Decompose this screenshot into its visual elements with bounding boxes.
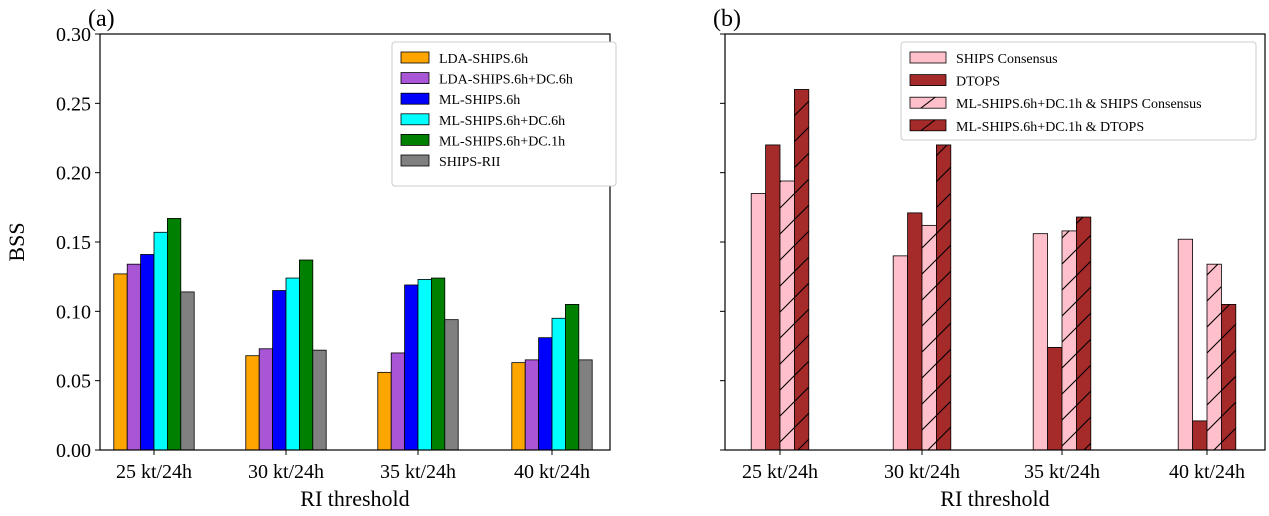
legend-hatch [920,119,936,132]
bar [524,359,540,451]
bar [166,218,182,451]
legend-swatch [400,113,430,126]
bar [750,193,767,451]
y-tick-label: 0.25 [56,93,91,115]
bar [285,277,300,451]
bar [430,277,446,451]
bar [377,371,392,451]
bar [417,279,432,451]
bar-hatch [780,180,795,450]
bar-hatch [1076,217,1091,450]
bar-hatch [794,89,809,450]
legend-swatch [400,51,430,64]
legend-swatch [400,154,430,167]
y-tick-label: 0.10 [56,301,91,323]
legend-label: LDA-SHIPS.6h [439,52,528,67]
legend-label: LDA-SHIPS.6h+DC.6h [439,73,573,88]
bar [298,259,314,451]
bar [907,212,923,451]
y-axis-title: BSS [4,222,29,261]
bar [245,355,260,451]
legend-label: DTOPS [956,75,1000,90]
y-tick-label: 0.20 [56,163,91,185]
legend-label: SHIPS-RII [439,155,501,170]
panel-label: (a) [88,6,115,32]
x-tick-label: 40 kt/24h [514,461,590,483]
y-tick-label: 0.30 [56,24,91,46]
x-tick-label: 30 kt/24h [884,461,960,483]
bar [892,255,909,451]
legend-label: ML-SHIPS.6h+DC.1h & SHIPS Consensus [956,97,1202,112]
bar [153,231,168,451]
bar [1032,233,1048,451]
bar-hatch [1207,264,1222,450]
bar-hatch [1062,230,1077,450]
bar [538,337,553,451]
x-tick-label: 40 kt/24h [1169,461,1245,483]
bar [765,144,781,451]
y-tick-label: 0.05 [56,371,91,393]
bar [444,319,459,451]
bar [180,291,195,451]
x-axis-title: RI threshold [940,486,1049,511]
x-tick-label: 30 kt/24h [248,461,324,483]
panel-a-chart: 0.00 0.05 0.10 0.15 0.20 0.25 0.30 25 kt/24h 30 … [4,6,617,511]
legend-hatch [920,96,936,109]
legend-label: ML-SHIPS.6h [439,93,520,108]
legend-label: ML-SHIPS.6h+DC.6h [439,114,565,129]
legend-swatch [400,92,430,105]
bar-hatch [922,225,937,450]
legend-box [391,41,617,187]
bar [565,303,580,451]
y-tick-label: 0.00 [56,440,91,462]
bar [1177,238,1193,451]
bar-hatch [936,144,951,450]
x-axis-title: RI threshold [300,486,409,511]
bar [404,284,419,451]
bar [1047,346,1063,451]
bar [258,348,274,451]
y-tick-label: 0.15 [56,232,91,254]
bar [390,352,406,451]
legend-swatch [400,72,430,84]
bar [113,273,128,451]
bar [272,290,287,451]
legend-label: ML-SHIPS.6h+DC.1h & DTOPS [956,120,1144,135]
bar [578,359,593,451]
legend-swatch [909,74,947,86]
legend-box [900,41,1257,141]
legend-label: SHIPS Consensus [956,52,1058,67]
bar [1192,420,1208,451]
legend-swatch [909,51,947,64]
bar [126,263,141,451]
bar [312,349,327,451]
bar [551,317,566,451]
legend-swatch [400,133,430,146]
x-tick-label: 35 kt/24h [380,461,456,483]
bar [140,254,155,451]
legend-label: ML-SHIPS.6h+DC.1h [439,134,565,149]
panel-b-chart: 25 kt/24h 30 kt/24h 35 kt/24h 40 kt/24h RI t… [713,6,1266,511]
x-tick-label: 25 kt/24h [742,461,818,483]
bar-hatch [1221,304,1236,450]
x-tick-label: 25 kt/24h [116,461,192,483]
x-tick-label: 35 kt/24h [1024,461,1100,483]
bar [511,362,526,451]
panel-label: (b) [713,6,741,32]
